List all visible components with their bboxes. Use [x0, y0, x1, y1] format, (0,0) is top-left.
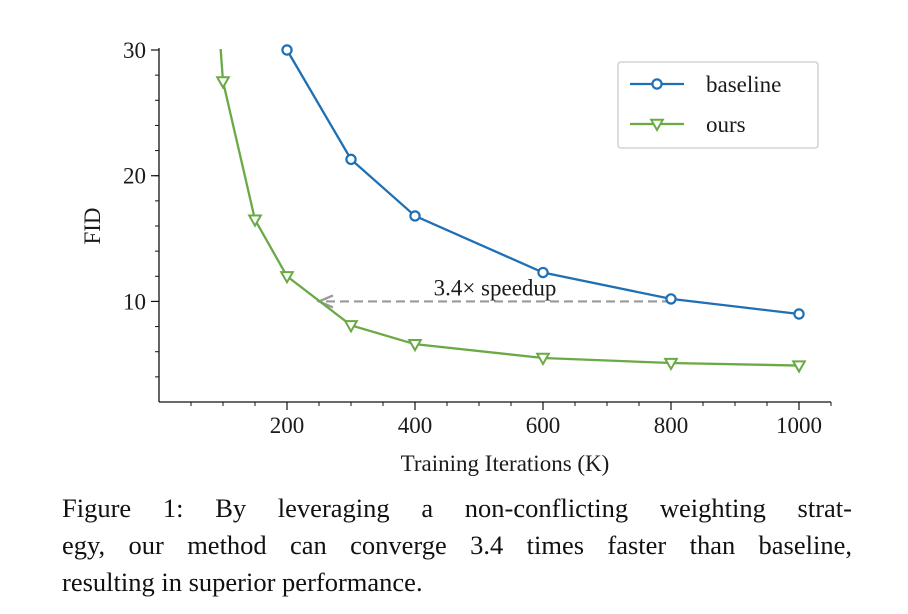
data-point-ours: [343, 320, 359, 334]
y-axis-label: FID: [80, 207, 105, 244]
legend-marker-baseline: [651, 78, 663, 90]
data-point-ours: [407, 338, 423, 353]
data-point-baseline: [409, 210, 421, 222]
y-tick-label: 30: [123, 38, 146, 63]
data-point-ours: [535, 352, 551, 367]
x-tick-label: 600: [526, 413, 561, 438]
data-point-ours: [663, 357, 679, 372]
data-point-baseline: [665, 293, 677, 305]
y-tick-label: 20: [123, 164, 146, 189]
legend-label-ours: ours: [706, 112, 746, 137]
x-tick-label: 400: [398, 413, 433, 438]
data-point-ours: [215, 76, 231, 90]
data-point-baseline: [281, 44, 293, 56]
data-point-baseline: [793, 308, 805, 320]
y-tick-label: 10: [123, 289, 146, 314]
x-tick-label: 1000: [776, 413, 822, 438]
figure-caption: Figure 1: By leveraging a non-conflictin…: [62, 490, 852, 601]
data-point-ours: [247, 214, 263, 228]
fid-chart: 200 400 600 800 1000 10 20 30 Training Iteration…: [80, 38, 832, 476]
data-point-ours: [279, 271, 295, 285]
caption-line-1: Figure 1: By leveraging a non-conflictin…: [62, 493, 852, 523]
caption-line-3: resulting in superior performance.: [62, 567, 423, 597]
legend-marker-ours: [649, 118, 665, 133]
data-point-baseline: [345, 153, 357, 166]
legend-label-baseline: baseline: [706, 72, 781, 97]
data-point-baseline: [537, 266, 549, 279]
x-axis-label: Training Iterations (K): [401, 451, 610, 476]
speedup-annotation: 3.4× speedup: [434, 275, 557, 300]
x-tick-label: 800: [654, 413, 689, 438]
x-tick-label: 200: [270, 413, 305, 438]
data-point-ours: [791, 360, 807, 374]
series-line-baseline: [286, 49, 800, 316]
caption-line-2: egy, our method can converge 3.4 times f…: [62, 530, 852, 560]
